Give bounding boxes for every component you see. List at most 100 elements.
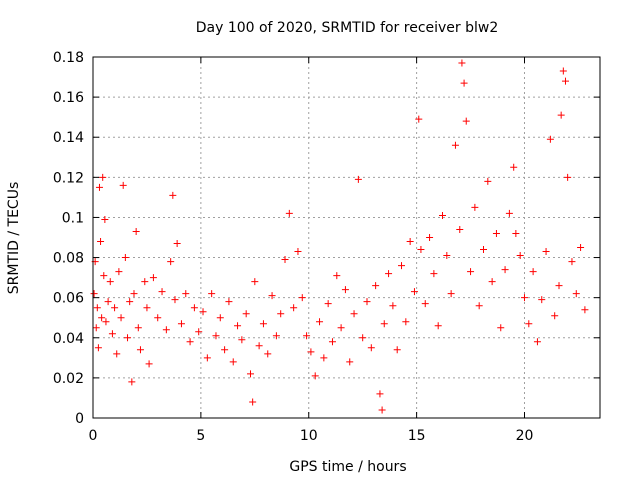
data-point [119,181,127,189]
data-point [311,372,319,380]
x-tick-label: 15 [408,428,426,444]
data-point [195,328,203,336]
data-point [479,246,487,254]
data-point [443,252,451,260]
data-point [439,211,447,219]
data-point [221,346,229,354]
data-point [149,274,157,282]
data-point [525,320,533,328]
data-point [538,296,546,304]
data-point [564,173,572,181]
data-point [104,298,112,306]
data-point [385,270,393,278]
x-tick-label: 20 [516,428,534,444]
data-point [94,344,102,352]
data-point [225,298,233,306]
data-point [99,173,107,181]
data-point [542,248,550,256]
y-axis-label: SRMTID / TECUs [6,182,22,295]
data-point [121,254,129,262]
data-point [101,215,109,223]
data-point [426,234,434,241]
x-axis-label: GPS time / hours [289,459,406,475]
y-tick-label: 0 [75,411,84,427]
y-tick-label: 0.14 [53,130,84,146]
data-point [134,324,142,332]
data-point [117,314,125,322]
data-point [568,258,576,266]
data-point [363,298,371,306]
data-point [251,278,259,286]
data-point [460,79,468,87]
data-point [402,318,410,326]
data-point [324,300,332,308]
data-point [128,378,136,386]
data-point [154,314,162,322]
data-point [92,324,100,332]
data-point [451,141,459,149]
data-point [516,252,524,260]
data-point [259,320,267,328]
data-point [186,338,194,346]
data-point [393,346,401,354]
data-point [346,358,354,366]
data-point [229,358,237,366]
data-point [294,248,302,256]
data-point [90,290,98,298]
data-point [255,342,263,350]
y-tick-label: 0.1 [62,210,84,226]
data-point [167,258,175,266]
axis-ticks: 0 0.02 0.04 0.06 0.08 0.1 0.12 0.14 0.16 0.18 0 5 10… [53,50,600,444]
data-point [272,332,280,340]
data-point [447,290,455,298]
data-point [320,354,328,362]
data-point [488,278,496,286]
data-point [333,272,341,280]
data-point [234,322,242,330]
data-point [246,370,254,378]
data-point [115,268,123,276]
data-point [484,177,492,185]
data-point [177,320,185,328]
data-point [430,270,438,278]
data-point [298,294,306,302]
plot-frame [92,56,601,419]
data-point [406,238,414,246]
data-point [143,304,151,312]
data-point [505,209,513,217]
data-point [421,300,429,308]
data-point [93,304,101,312]
y-tick-label: 0.02 [53,371,84,387]
y-tick-label: 0.12 [53,170,84,186]
data-point [141,278,149,286]
data-point [341,286,349,294]
data-point [249,398,257,406]
data-point [497,324,505,332]
data-point [171,296,179,304]
data-point [102,318,110,326]
data-point [145,360,153,368]
data-point [190,304,198,312]
x-tick-label: 5 [196,428,205,444]
data-point [316,318,324,326]
data-point [106,278,114,286]
data-point [350,310,358,318]
data-point [285,209,293,217]
data-point [376,390,384,398]
data-point [520,294,528,302]
data-point [136,346,144,354]
data-point [281,256,289,264]
data-point [492,229,500,237]
data-point [290,304,298,312]
data-point [378,406,386,414]
chart-title: Day 100 of 2020, SRMTID for receiver blw… [196,20,499,36]
data-point [307,348,315,356]
data-point [328,338,336,346]
y-tick-label: 0.04 [53,331,84,347]
data-point [238,336,246,344]
data-point [132,227,140,235]
y-tick-label: 0.06 [53,291,84,307]
data-point [203,354,211,362]
